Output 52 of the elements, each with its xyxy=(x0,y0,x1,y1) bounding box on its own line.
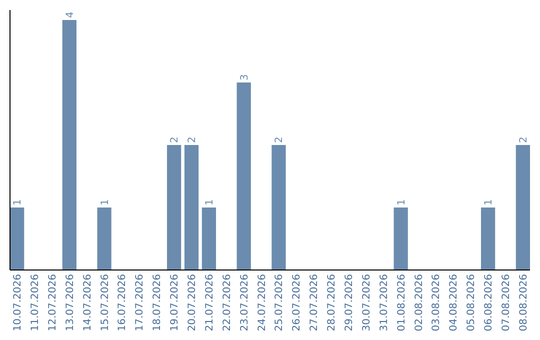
x-tick-label: 19.07.2026 xyxy=(170,274,181,332)
data-label: 2 xyxy=(274,136,286,143)
x-tick-label: 08.08.2026 xyxy=(518,274,530,332)
x-tick-label: 05.08.2026 xyxy=(466,274,478,332)
x-tick-label: 30.07.2026 xyxy=(361,274,372,332)
x-tick-label: 13.07.2026 xyxy=(64,274,76,332)
data-label: 1 xyxy=(484,199,495,206)
x-tick-label: 22.07.2026 xyxy=(222,274,233,332)
x-tick-label: 25.07.2026 xyxy=(274,274,286,332)
x-tick-label: 18.07.2026 xyxy=(152,274,164,332)
data-label: 1 xyxy=(396,199,408,206)
x-tick-label: 14.07.2026 xyxy=(82,274,94,332)
x-tick-label: 06.08.2026 xyxy=(484,274,495,332)
bar xyxy=(480,208,496,270)
x-tick-label: 23.07.2026 xyxy=(239,274,250,332)
data-label: 4 xyxy=(64,12,76,18)
x-tick-label: 07.08.2026 xyxy=(500,274,512,332)
bar xyxy=(272,145,286,270)
bar xyxy=(62,20,76,270)
x-tick-label: 26.07.2026 xyxy=(292,274,303,332)
bar xyxy=(202,208,216,270)
x-tick-label: 20.07.2026 xyxy=(187,274,198,332)
bar xyxy=(97,208,112,270)
data-label: 1 xyxy=(100,199,111,206)
bar xyxy=(516,145,530,270)
bar xyxy=(394,208,408,270)
data-label: 1 xyxy=(204,199,216,206)
x-tick-label: 28.07.2026 xyxy=(326,274,338,332)
bar xyxy=(184,145,199,270)
x-tick-label: 17.07.2026 xyxy=(134,274,146,332)
data-label: 3 xyxy=(239,74,250,80)
x-tick-label: 10.07.2026 xyxy=(12,274,24,332)
x-tick-label: 29.07.2026 xyxy=(344,274,355,332)
x-tick-label: 12.07.2026 xyxy=(47,274,58,332)
data-label: 2 xyxy=(518,136,530,143)
data-label: 2 xyxy=(170,136,181,143)
x-tick-label: 04.08.2026 xyxy=(448,274,460,332)
x-tick-label: 01.08.2026 xyxy=(396,274,408,332)
x-tick-label: 31.07.2026 xyxy=(378,274,390,332)
bar xyxy=(10,208,24,270)
x-tick-label: 21.07.2026 xyxy=(204,274,216,332)
bar xyxy=(236,82,251,270)
x-tick-label: 24.07.2026 xyxy=(256,274,268,332)
x-tick-label: 15.07.2026 xyxy=(100,274,111,332)
data-label: 1 xyxy=(12,199,24,206)
x-tick-label: 02.08.2026 xyxy=(414,274,425,332)
x-tick-label: 03.08.2026 xyxy=(431,274,442,332)
x-tick-label: 11.07.2026 xyxy=(30,274,42,332)
x-tick-label: 16.07.2026 xyxy=(117,274,128,332)
data-label: 2 xyxy=(187,136,198,143)
x-tick-label: 27.07.2026 xyxy=(309,274,320,332)
bar xyxy=(166,145,182,270)
